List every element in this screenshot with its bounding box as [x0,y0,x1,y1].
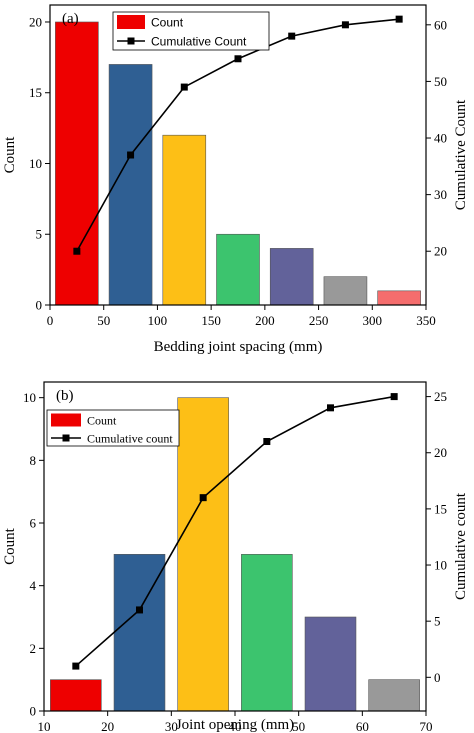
bar [269,248,314,306]
legend-swatch-count [51,413,81,427]
x-tick-label: 150 [201,313,221,328]
chart-panel-0: 0 50 100 150 200 250 300 350 0 5 10 15 20 20 30 40 50 60 B… [2,4,469,355]
legend-label-cumulative: Cumulative Count [151,35,247,49]
legend: Count Cumulative Count [112,11,270,51]
bar [368,679,420,712]
y-tick-label: 0 [30,704,37,719]
y-tick-label: 2 [30,641,37,656]
bar [241,554,293,712]
y2-tick-label: 50 [434,74,447,89]
y2-tick-label: 20 [434,445,447,460]
x-tick-label: 200 [255,313,275,328]
cumulative-point [234,55,242,63]
y2-tick-label: 40 [434,131,447,146]
x-tick-label: 20 [101,719,114,733]
y2-tick-label: 10 [434,558,447,573]
x-tick-label: 10 [38,719,51,733]
y2-axis-title: Cumulative count [453,492,469,600]
y2-tick-label: 20 [434,244,447,259]
cumulative-point [180,83,188,91]
y-tick-label: 15 [29,85,42,100]
bar [304,616,357,712]
y-tick-label: 4 [30,578,37,593]
cumulative-point [127,151,135,159]
y-tick-label: 0 [36,298,43,313]
cumulative-point [263,438,271,446]
y-tick-label: 6 [30,516,37,531]
cumulative-point [288,32,296,40]
legend-marker-cumulative [62,434,70,442]
x-tick-label: 50 [97,313,110,328]
x-tick-label: 60 [356,719,369,733]
y2-tick-label: 60 [434,17,447,32]
x-tick-label: 100 [148,313,168,328]
x-tick-label: 250 [309,313,329,328]
y2-tick-label: 15 [434,501,447,516]
x-tick-label: 0 [47,313,54,328]
x-tick-label: 300 [363,313,383,328]
y-tick-label: 20 [29,14,42,29]
cumulative-point [390,393,398,401]
y-tick-label: 5 [36,227,43,242]
legend: Count Cumulative count [46,409,180,447]
x-tick-label: 30 [165,719,178,733]
y2-tick-label: 30 [434,187,447,202]
legend-marker-cumulative [127,37,135,45]
cumulative-point [327,404,334,412]
panel-label: (a) [62,11,79,27]
x-tick-label: 40 [229,719,242,733]
y2-tick-label: 25 [434,389,447,404]
x-axis-title: Joint opening (mm) [176,717,294,733]
bar [216,233,260,306]
legend-label-cumulative: Cumulative count [87,432,173,446]
y-tick-label: 10 [29,156,42,171]
bar [377,290,421,306]
bar [55,21,99,306]
y2-axis-title: Cumulative Count [453,99,469,210]
cumulative-point [341,21,349,29]
plot-frame [49,4,427,306]
cumulative-point [72,662,80,670]
y2-tick-label: 0 [434,670,441,685]
bar [50,679,102,712]
cumulative-point [395,15,403,23]
cumulative-point [199,494,207,502]
y-axis-title: Count [2,527,18,565]
x-axis-title: Bedding joint spacing (mm) [154,339,323,355]
legend-label-count: Count [87,414,117,428]
y-axis-title: Count [2,136,18,174]
x-tick-label: 70 [420,719,433,733]
legend-label-count: Count [151,16,184,30]
y-tick-label: 8 [30,453,37,468]
cumulative-line [75,395,395,667]
panel-label: (b) [56,388,74,404]
x-tick-label: 50 [292,719,305,733]
bar [323,276,368,306]
y-tick-label: 10 [23,390,36,405]
bar [162,134,207,306]
bar [108,64,153,306]
bar [177,397,229,712]
legend-swatch-count [117,15,145,29]
x-tick-label: 350 [416,313,436,328]
y2-tick-label: 5 [434,614,441,629]
cumulative-point [136,606,143,614]
cumulative-point [73,247,81,255]
